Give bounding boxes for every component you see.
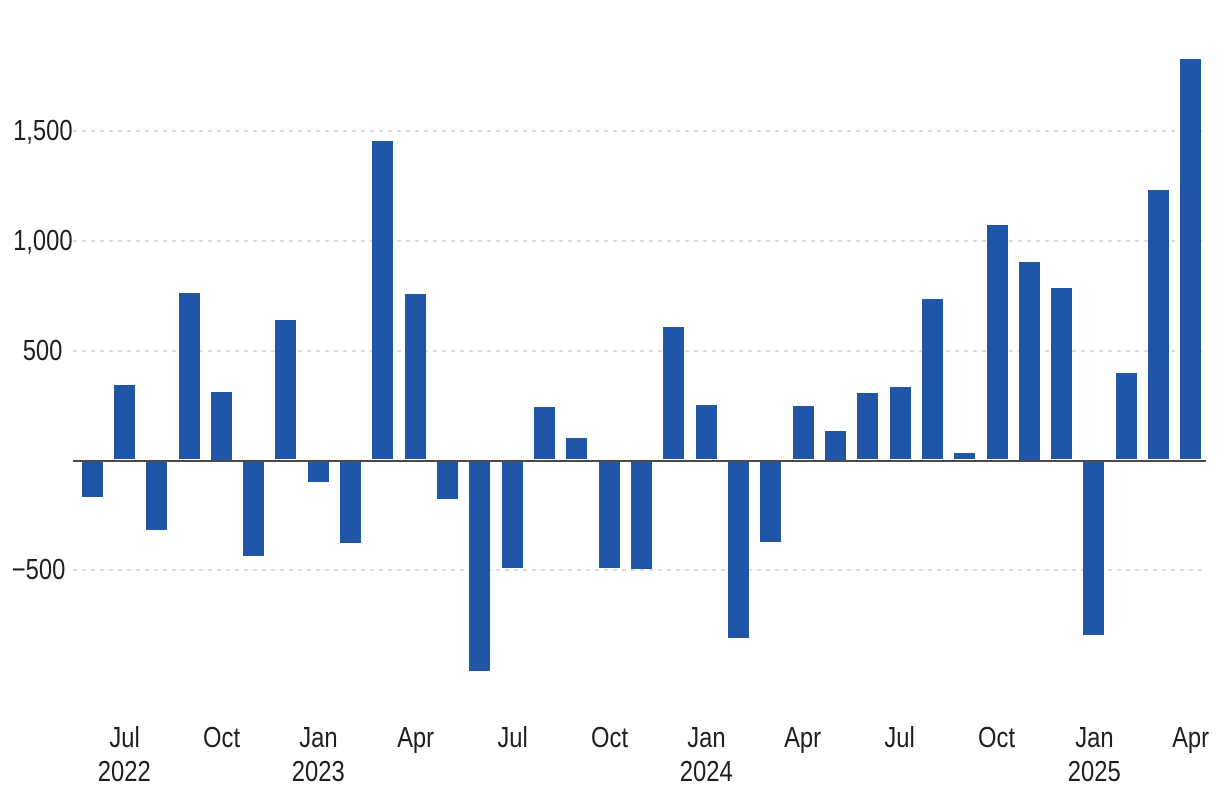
y-axis-tick-text: 500 [22,334,62,367]
bar [695,404,717,460]
y-axis-tick-text: −500 [11,554,66,587]
bar [437,461,458,499]
x-axis-tick-label: Jul [442,722,582,754]
y-axis-tick-label: −500 [0,554,66,586]
x-axis-year-label: 2023 [248,756,388,788]
x-axis-month-text: Oct [590,722,628,754]
bar [921,299,943,460]
gridline [73,130,1206,133]
x-axis-tick-label: Apr [345,722,485,754]
x-axis-tick-label: Jan [1024,722,1164,754]
bar [275,320,297,460]
bar [566,437,588,460]
x-axis-tick-label: Jul [830,722,970,754]
gridline [73,240,1206,243]
bar [1083,461,1105,635]
x-axis-month-text: Apr [396,722,434,754]
bar [630,461,652,569]
bar [1115,372,1137,460]
bar [113,384,135,460]
bar [146,461,168,530]
x-axis-year-text: 2023 [291,756,345,788]
bar [178,292,200,460]
x-axis-year-label: 2025 [1024,756,1164,788]
y-axis-tick-label: 500 [0,335,62,367]
bar [210,391,232,460]
y-axis-tick-text: 1,500 [13,115,73,148]
bar [81,461,103,497]
bar [1180,59,1202,460]
bar [1051,288,1073,460]
bar [307,461,329,483]
y-axis-tick-label: 1,500 [0,115,73,147]
y-axis-tick-text: 1,000 [13,225,73,258]
bar [404,293,426,460]
x-axis-month-text: Jul [496,722,528,754]
bar [1148,189,1170,460]
x-axis-month-text: Apr [1172,722,1210,754]
x-axis-tick-label: Oct [539,722,679,754]
x-axis-tick-label: Apr [1121,722,1220,754]
bar [727,461,749,639]
bar [243,461,265,556]
x-axis-tick-label: Jul [54,722,194,754]
bar [824,431,846,460]
x-axis-line [73,459,1206,462]
x-axis-tick-label: Oct [151,722,291,754]
x-axis-month-text: Jan [1074,722,1114,754]
bar [986,224,1008,460]
x-axis-year-text: 2024 [679,756,733,788]
x-axis-month-text: Jul [109,722,140,754]
x-axis-month-text: Jan [299,722,338,754]
bar [340,461,362,543]
x-axis-month-text: Jan [686,722,726,754]
x-axis-year-label: 2022 [54,756,194,788]
bar [663,326,685,460]
bar [534,406,555,460]
y-axis-tick-label: 1,000 [0,225,73,257]
bar [889,387,911,460]
x-axis-month-text: Oct [202,722,240,754]
gridline [73,569,1206,572]
x-axis-tick-label: Jan [636,722,776,754]
bar [372,141,394,460]
bar [501,461,523,568]
bar [792,405,814,460]
bar [598,461,620,568]
bar [857,392,879,460]
x-axis-tick-label: Apr [733,722,873,754]
x-axis-year-text: 2022 [97,756,151,788]
bar [760,461,782,542]
x-axis-month-text: Apr [784,722,822,754]
bar [1018,262,1040,460]
bar [469,461,491,671]
bar [954,452,976,460]
x-axis-month-text: Oct [978,722,1016,754]
gridline [73,349,1206,352]
x-axis-year-label: 2024 [636,756,776,788]
x-axis-month-text: Jul [884,722,916,754]
x-axis-tick-label: Jan [248,722,388,754]
x-axis-tick-label: Oct [927,722,1067,754]
x-axis-year-text: 2025 [1067,756,1121,788]
